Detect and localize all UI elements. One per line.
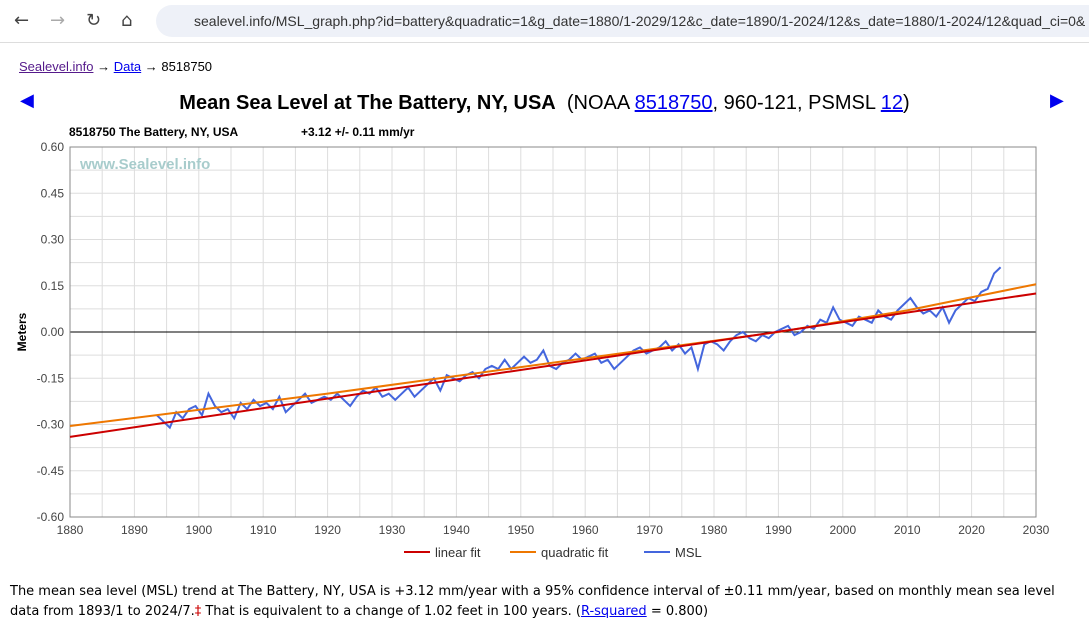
legend-label: quadratic fit xyxy=(541,545,609,560)
footer-text: = 0.800) xyxy=(646,604,709,619)
breadcrumb-home-link[interactable]: Sealevel.info xyxy=(19,59,94,74)
psmsl-link[interactable]: 12 xyxy=(880,92,904,114)
breadcrumb-current: 8518750 xyxy=(161,59,213,74)
x-tick-label: 1900 xyxy=(185,523,212,537)
r-squared-link[interactable]: R-squared xyxy=(580,604,647,619)
x-tick-label: 1890 xyxy=(121,523,148,537)
msl-line xyxy=(156,266,1002,430)
x-tick-label: 1990 xyxy=(765,523,792,537)
title-text: ) xyxy=(903,92,910,114)
watermark: www.Sealevel.info xyxy=(79,156,210,173)
x-tick-label: 1970 xyxy=(636,523,663,537)
browser-toolbar: ← → ↻ ⌂ sealevel.info/MSL_graph.php?id=b… xyxy=(0,0,1089,43)
legend-label: linear fit xyxy=(435,545,481,560)
x-tick-label: 1950 xyxy=(507,523,534,537)
x-tick-label: 2010 xyxy=(894,523,921,537)
x-tick-label: 1880 xyxy=(57,523,84,537)
linear-fit-line xyxy=(69,292,1037,438)
noaa-link[interactable]: 8518750 xyxy=(634,92,713,114)
prev-station-icon[interactable]: ◀ xyxy=(20,90,34,111)
title-text: (NOAA xyxy=(566,92,635,114)
breadcrumb-sep: → xyxy=(144,59,158,74)
y-tick-label: -0.15 xyxy=(37,371,65,385)
footnote-marker[interactable]: ‡ xyxy=(194,604,202,619)
x-tick-label: 1910 xyxy=(250,523,277,537)
footer-text: That is equivalent to a change of 1.02 f… xyxy=(201,604,581,619)
legend-label: MSL xyxy=(675,545,702,560)
x-tick-label: 2030 xyxy=(1023,523,1050,537)
trend-description: The mean sea level (MSL) trend at The Ba… xyxy=(10,582,1070,622)
next-station-icon[interactable]: ▶ xyxy=(1050,90,1064,111)
address-bar[interactable]: sealevel.info/MSL_graph.php?id=battery&q… xyxy=(156,5,1089,37)
breadcrumb-data-link[interactable]: Data xyxy=(113,59,142,74)
home-icon[interactable]: ⌂ xyxy=(121,10,133,31)
footer-text: The mean sea level (MSL) trend at The Ba… xyxy=(10,584,1055,619)
y-axis-label: Meters xyxy=(15,312,29,351)
x-tick-label: 1940 xyxy=(443,523,470,537)
trend-label: +3.12 +/- 0.11 mm/yr xyxy=(301,125,415,139)
forward-icon[interactable]: → xyxy=(50,10,66,31)
y-tick-label: 0.15 xyxy=(41,279,65,293)
page-title: Mean Sea Level at The Battery, NY, USA (… xyxy=(0,92,1089,115)
x-tick-label: 2020 xyxy=(958,523,985,537)
plot-border xyxy=(69,146,1037,518)
y-tick-label: 0.00 xyxy=(41,325,65,339)
breadcrumb: Sealevel.info → Data → 8518750 xyxy=(19,59,212,74)
x-tick-label: 1960 xyxy=(572,523,599,537)
station-label: 8518750 The Battery, NY, USA xyxy=(69,125,239,139)
y-tick-label: 0.60 xyxy=(41,140,65,154)
title-text: , 960-121, PSMSL xyxy=(712,92,881,114)
x-tick-label: 1980 xyxy=(701,523,728,537)
y-tick-label: -0.45 xyxy=(37,464,65,478)
breadcrumb-sep: → xyxy=(97,59,111,74)
y-tick-label: -0.30 xyxy=(37,418,65,432)
y-tick-label: 0.45 xyxy=(41,186,65,200)
y-tick-label: -0.60 xyxy=(37,510,65,524)
reload-icon[interactable]: ↻ xyxy=(86,10,102,31)
title-main: Mean Sea Level at The Battery, NY, USA xyxy=(179,92,556,114)
x-tick-label: 1920 xyxy=(314,523,341,537)
x-tick-label: 1930 xyxy=(379,523,406,537)
y-tick-label: 0.30 xyxy=(41,233,65,247)
sea-level-chart: 8518750 The Battery, NY, USA +3.12 +/- 0… xyxy=(15,125,1050,560)
back-icon[interactable]: ← xyxy=(14,10,30,31)
x-tick-label: 2000 xyxy=(829,523,856,537)
